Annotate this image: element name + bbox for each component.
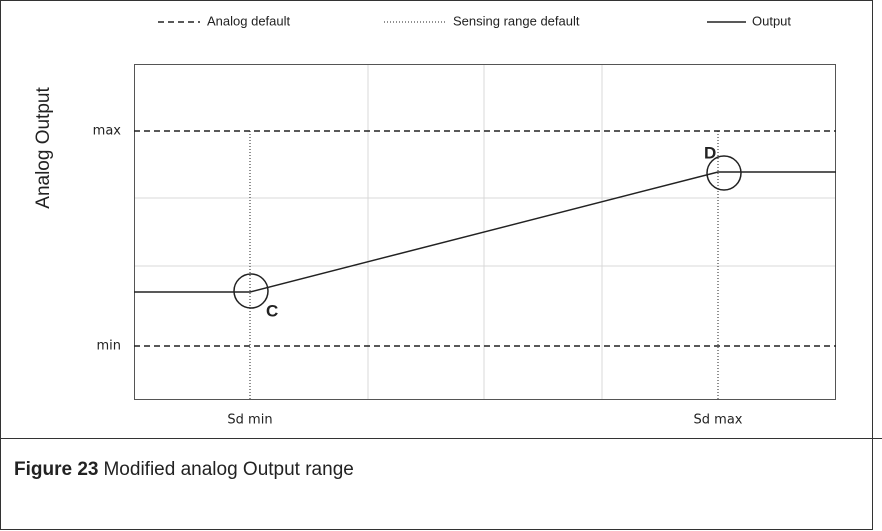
caption-text: Modified analog Output range — [103, 459, 353, 480]
point-circle — [706, 155, 742, 191]
grid — [134, 64, 836, 400]
y-label: min — [96, 339, 121, 354]
y-label: max — [93, 124, 122, 139]
point-circle — [233, 273, 269, 309]
x-label: Sd max — [694, 413, 743, 428]
x-label: Sd min — [227, 413, 272, 428]
point-label: D — [704, 143, 716, 162]
output-line — [134, 171, 836, 293]
legend-text: Analog default — [207, 13, 291, 28]
point-label: C — [266, 301, 278, 320]
y-axis-label: Analog Output — [33, 87, 54, 209]
legend-text: Sensing range default — [453, 13, 580, 28]
plot-border — [134, 64, 836, 400]
caption: Figure 23 Modified analog Output range — [14, 459, 354, 480]
caption-label: Figure 23 — [14, 459, 98, 480]
legend-text: Output — [752, 13, 791, 28]
